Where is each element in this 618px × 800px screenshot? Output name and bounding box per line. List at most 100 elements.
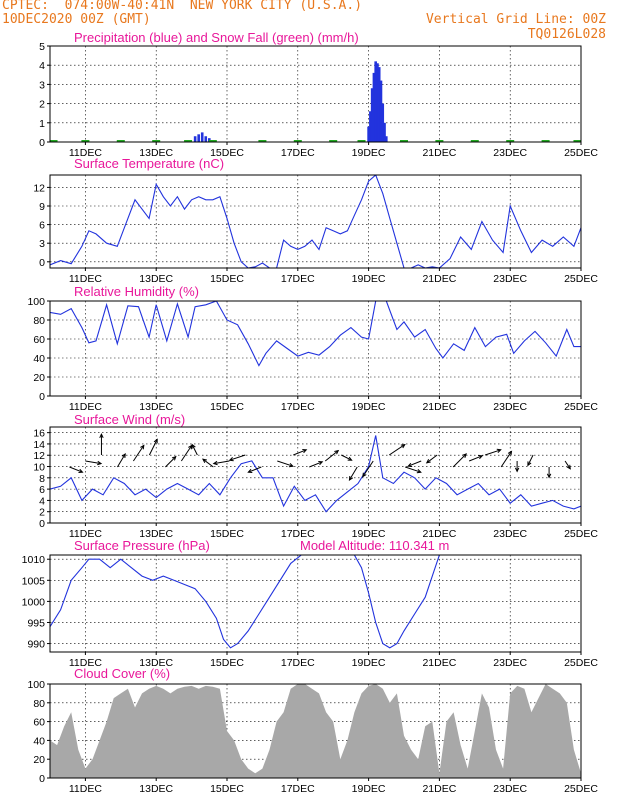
y-tick-label: 1010 [22, 554, 46, 566]
wind-arrow-head [478, 455, 484, 460]
wind-arrow-head [400, 443, 406, 449]
x-tick-label: 15DEC [210, 401, 244, 413]
y-tick-label: 6 [39, 220, 45, 232]
y-tick-label: 1000 [22, 596, 46, 608]
x-tick-label: 25DEC [564, 401, 598, 413]
wind-arrow-shaft [468, 455, 483, 462]
y-tick-label: 14 [33, 439, 45, 451]
snow-bar [400, 140, 408, 142]
precip-bar [370, 88, 374, 142]
wind-arrow-head [347, 456, 353, 461]
wind-arrow-head [288, 463, 294, 468]
wind-arrow [69, 466, 84, 473]
x-tick-label: 25DEC [564, 147, 598, 159]
y-tick-label: 1005 [22, 575, 46, 587]
wind-arrow [212, 460, 230, 466]
x-tick-label: 15DEC [210, 657, 244, 669]
wind-arrow-shaft [133, 445, 145, 462]
y-tick-label: 40 [33, 735, 45, 747]
y-tick-label: 9 [39, 201, 45, 213]
y-tick-label: 0 [39, 518, 45, 530]
snow-bar [258, 140, 267, 142]
snow-bar [184, 140, 193, 142]
snow-bar [573, 140, 581, 142]
panel-title: Surface Pressure (hPa) [74, 538, 210, 553]
x-tick-label: 23DEC [493, 401, 527, 413]
wind-arrow-head [121, 453, 126, 459]
series-line [50, 435, 581, 513]
x-tick-label: 13DEC [139, 273, 173, 285]
plot-area [50, 435, 581, 513]
x-tick-label: 21DEC [422, 528, 456, 540]
x-tick-label: 11DEC [69, 401, 102, 413]
wind-arrow [99, 433, 104, 455]
wind-arrow-shaft [341, 454, 352, 461]
wind-arrow [341, 454, 353, 461]
wind-arrow-head [228, 457, 234, 462]
x-tick-label: 13DEC [139, 401, 173, 413]
snow-bar [81, 140, 90, 142]
x-tick-label: 25DEC [564, 528, 598, 540]
x-tick-label: 25DEC [564, 783, 598, 795]
snow-bar [152, 140, 161, 142]
wind-arrow-shaft [85, 460, 102, 465]
x-tick-label: 19DEC [352, 147, 386, 159]
cloud-area [50, 684, 581, 778]
wind-arrow-shaft [405, 466, 421, 473]
y-tick-label: 0 [39, 137, 45, 149]
series-line [50, 175, 581, 268]
y-tick-label: 40 [33, 353, 45, 365]
y-tick-label: 0 [39, 391, 45, 403]
wind-arrow-shaft [117, 453, 126, 468]
y-tick-label: 0 [39, 773, 45, 785]
precip-bar [385, 136, 388, 142]
y-tick-label: 8 [39, 473, 45, 485]
wind-arrow-shaft [484, 449, 501, 456]
wind-arrow [452, 453, 467, 468]
y-tick-label: 2 [39, 99, 45, 111]
plot-area [50, 61, 581, 142]
precip-bar [369, 111, 372, 142]
wind-arrow-head [507, 450, 513, 456]
x-tick-label: 23DEC [493, 273, 527, 285]
wind-arrow-head [496, 448, 502, 453]
wind-arrow [546, 467, 552, 479]
precip-bar [379, 80, 383, 142]
precip-bar [377, 67, 381, 142]
wind-arrow-shaft [165, 456, 177, 468]
y-tick-label: 4 [39, 60, 45, 72]
panel-frame [49, 45, 582, 143]
wind-arrow-head [566, 464, 571, 470]
wind-arrow [388, 443, 406, 456]
precip-bar [374, 61, 377, 142]
x-tick-label: 11DEC [69, 657, 102, 669]
panel-frame [49, 174, 582, 269]
x-tick-label: 19DEC [352, 273, 386, 285]
x-tick-label: 15DEC [210, 147, 244, 159]
snow-bar [50, 140, 58, 142]
snow-bar [435, 140, 444, 142]
snow-bar [116, 140, 125, 142]
wind-arrow-shaft [309, 461, 323, 468]
wind-arrow-head [416, 469, 422, 474]
x-tick-label: 17DEC [281, 147, 315, 159]
x-tick-label: 17DEC [281, 657, 315, 669]
x-tick-label: 25DEC [564, 657, 598, 669]
wind-arrow [228, 454, 246, 462]
snow-bar [470, 140, 479, 142]
plot-area [50, 301, 581, 367]
y-tick-label: 100 [27, 296, 45, 308]
wind-arrow-head [527, 461, 532, 467]
wind-arrow-head [99, 433, 104, 439]
x-tick-label: 21DEC [422, 783, 456, 795]
x-tick-label: 19DEC [352, 657, 386, 669]
x-tick-label: 23DEC [493, 783, 527, 795]
wind-arrow [293, 449, 308, 456]
x-tick-label: 23DEC [493, 528, 527, 540]
panel-title: Cloud Cover (%) [74, 666, 170, 681]
x-tick-label: 19DEC [352, 528, 386, 540]
y-tick-label: 10 [33, 462, 45, 474]
x-tick-label: 25DEC [564, 273, 598, 285]
wind-arrow-head [140, 444, 145, 450]
